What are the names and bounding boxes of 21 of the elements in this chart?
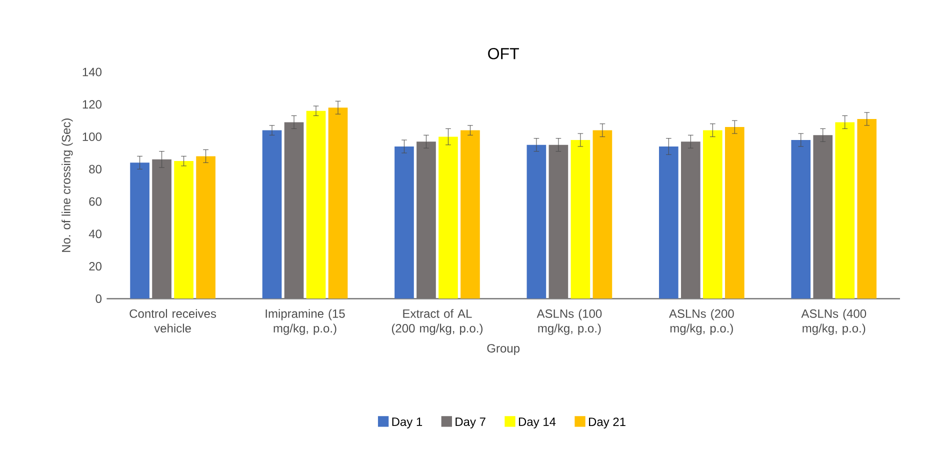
x-tick-label: ASLNs (100 mg/kg, p.o.) bbox=[536, 309, 602, 335]
chart-title: OFT bbox=[488, 48, 519, 60]
y-tick-label: 100 bbox=[82, 132, 102, 142]
y-axis-title: No. of line crossing (Sec) bbox=[62, 118, 73, 252]
y-tick-label: 40 bbox=[88, 230, 102, 238]
y-tick-label: 140 bbox=[82, 68, 102, 76]
legend-label: Day 7 bbox=[456, 418, 486, 428]
x-axis-title: Group bbox=[487, 344, 520, 355]
y-tick-label: 0 bbox=[96, 294, 102, 303]
x-tick-label: ASLNs (200 mg/kg, p.o.) bbox=[669, 309, 734, 335]
x-tick-label: Extract of AL (200 mg/kg, p.o.) bbox=[392, 309, 482, 335]
y-tick-label: 60 bbox=[89, 197, 102, 206]
x-tick-label: Imipramine (15 mg/kg, p.o.) bbox=[266, 309, 345, 335]
x-tick-label: Control receives vehicle bbox=[130, 309, 216, 333]
y-tick-label: 80 bbox=[89, 164, 102, 174]
y-tick-label: 120 bbox=[82, 100, 102, 109]
x-tick-label: ASLNs (400 mg/kg, p.o.) bbox=[801, 309, 866, 335]
legend-label: Day 21 bbox=[588, 418, 626, 428]
legend-label: Day 1 bbox=[392, 418, 422, 428]
legend-label: Day 14 bbox=[518, 418, 556, 428]
y-tick-label: 20 bbox=[89, 262, 102, 271]
